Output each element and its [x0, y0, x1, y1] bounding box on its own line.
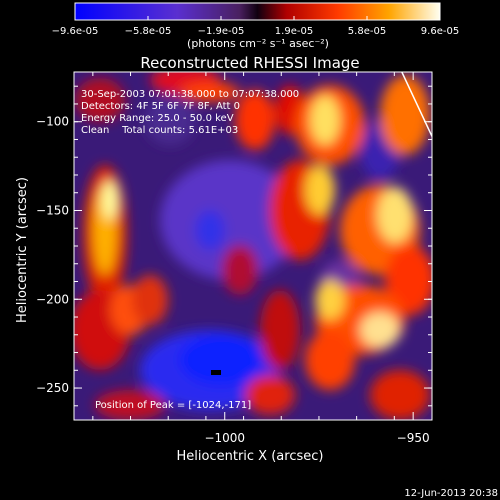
colorbar-tick-label: −9.6e-05 [52, 26, 99, 37]
colorbar-tick-label: 1.9e-05 [275, 26, 313, 37]
x-axis-ticks: −1000−950−900 [92, 72, 433, 445]
y-tick-label: −150 [36, 203, 69, 217]
colorbar-unit-label: (photons cm⁻² s⁻¹ asec⁻²) [187, 37, 329, 50]
colorbar: −9.6e-05 −5.8e-05 −1.9e-05 1.9e-05 5.8e-05 9.… [52, 2, 459, 50]
annotation-detectors: Detectors: 4F 5F 6F 7F 8F, Att 0 [81, 101, 240, 112]
y-axis-ticks: −100 −150 −200 −250 [36, 85, 432, 407]
peak-position-label: Position of Peak = [-1024,-171] [95, 400, 251, 411]
colorbar-tick-label: −1.9e-05 [198, 26, 245, 37]
y-tick-label: −250 [36, 381, 69, 395]
plot-area: 30-Sep-2003 07:01:38.000 to 07:07:38.000… [73, 71, 433, 421]
y-tick-label: −100 [36, 115, 69, 129]
colorbar-tick-label: 9.6e-05 [421, 26, 459, 37]
y-axis-label: Heliocentric Y (arcsec) [15, 177, 30, 323]
annotations: 30-Sep-2003 07:01:38.000 to 07:07:38.000… [81, 89, 299, 411]
annotation-clean: Clean Total counts: 5.61E+03 [81, 125, 238, 136]
chart-title: Reconstructed RHESSI Image [140, 54, 359, 72]
footer-date: 12-Jun-2013 20:38 [404, 488, 498, 499]
annotation-time: 30-Sep-2003 07:01:38.000 to 07:07:38.000 [81, 89, 299, 100]
colorbar-tick-label: 5.8e-05 [348, 26, 386, 37]
x-tick-label: −1000 [204, 431, 245, 445]
y-tick-label: −200 [36, 292, 69, 306]
peak-marker [211, 370, 221, 375]
solar-limb [401, 72, 432, 139]
x-tick-label: −950 [397, 431, 430, 445]
colorbar-ticks: −9.6e-05 −5.8e-05 −1.9e-05 1.9e-05 5.8e-05 9.… [52, 16, 459, 37]
colorbar-gradient [74, 2, 441, 21]
colorbar-tick-label: −5.8e-05 [125, 26, 172, 37]
x-axis-label: Heliocentric X (arcsec) [177, 449, 324, 464]
heatmap-blobs [74, 72, 432, 420]
annotation-energy: Energy Range: 25.0 - 50.0 keV [81, 113, 234, 124]
